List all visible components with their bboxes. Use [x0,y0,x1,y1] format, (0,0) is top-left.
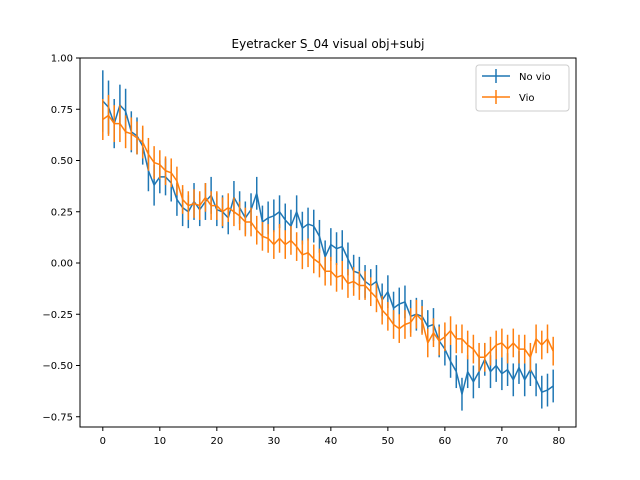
x-axis: 0 10 20 30 40 50 60 70 80 [100,427,566,447]
y-tick-label: 0.50 [51,156,73,167]
y-tick-label: 0.25 [51,207,73,218]
x-tick-label: 60 [439,436,452,447]
x-tick-label: 0 [100,436,106,447]
y-tick-label: 1.00 [51,54,73,65]
chart-title: Eyetracker S_04 visual obj+subj [232,37,425,51]
legend-items: No vio Vio [482,69,551,104]
x-tick-label: 70 [496,436,509,447]
x-tick-label: 50 [381,436,394,447]
x-tick-label: 40 [324,436,337,447]
x-tick-label: 10 [153,436,166,447]
series-line [102,100,554,395]
legend: No vio Vio [475,64,570,112]
plot-area: 0 10 20 30 40 50 60 70 80 −0.75 −0.50 −0.25 0.00 0.2… [42,54,577,447]
series-line [102,114,554,359]
legend-item: Vio [482,90,535,104]
x-tick-label: 30 [267,436,280,447]
x-tick-label: 80 [553,436,566,447]
y-tick-label: −0.50 [42,361,73,372]
y-axis: −0.75 −0.50 −0.25 0.00 0.25 0.50 0.75 1.00 [42,54,80,423]
series-vio [102,94,554,372]
legend-label: No vio [519,72,551,83]
series-layer [102,70,554,411]
legend-label: Vio [519,93,535,104]
y-tick-label: −0.75 [42,412,73,423]
y-tick-label: 0.00 [51,259,73,270]
y-tick-label: −0.25 [42,310,73,321]
legend-item: No vio [482,69,551,83]
axes-frame [79,57,577,428]
y-tick-label: 0.75 [51,105,73,116]
x-tick-label: 20 [210,436,223,447]
